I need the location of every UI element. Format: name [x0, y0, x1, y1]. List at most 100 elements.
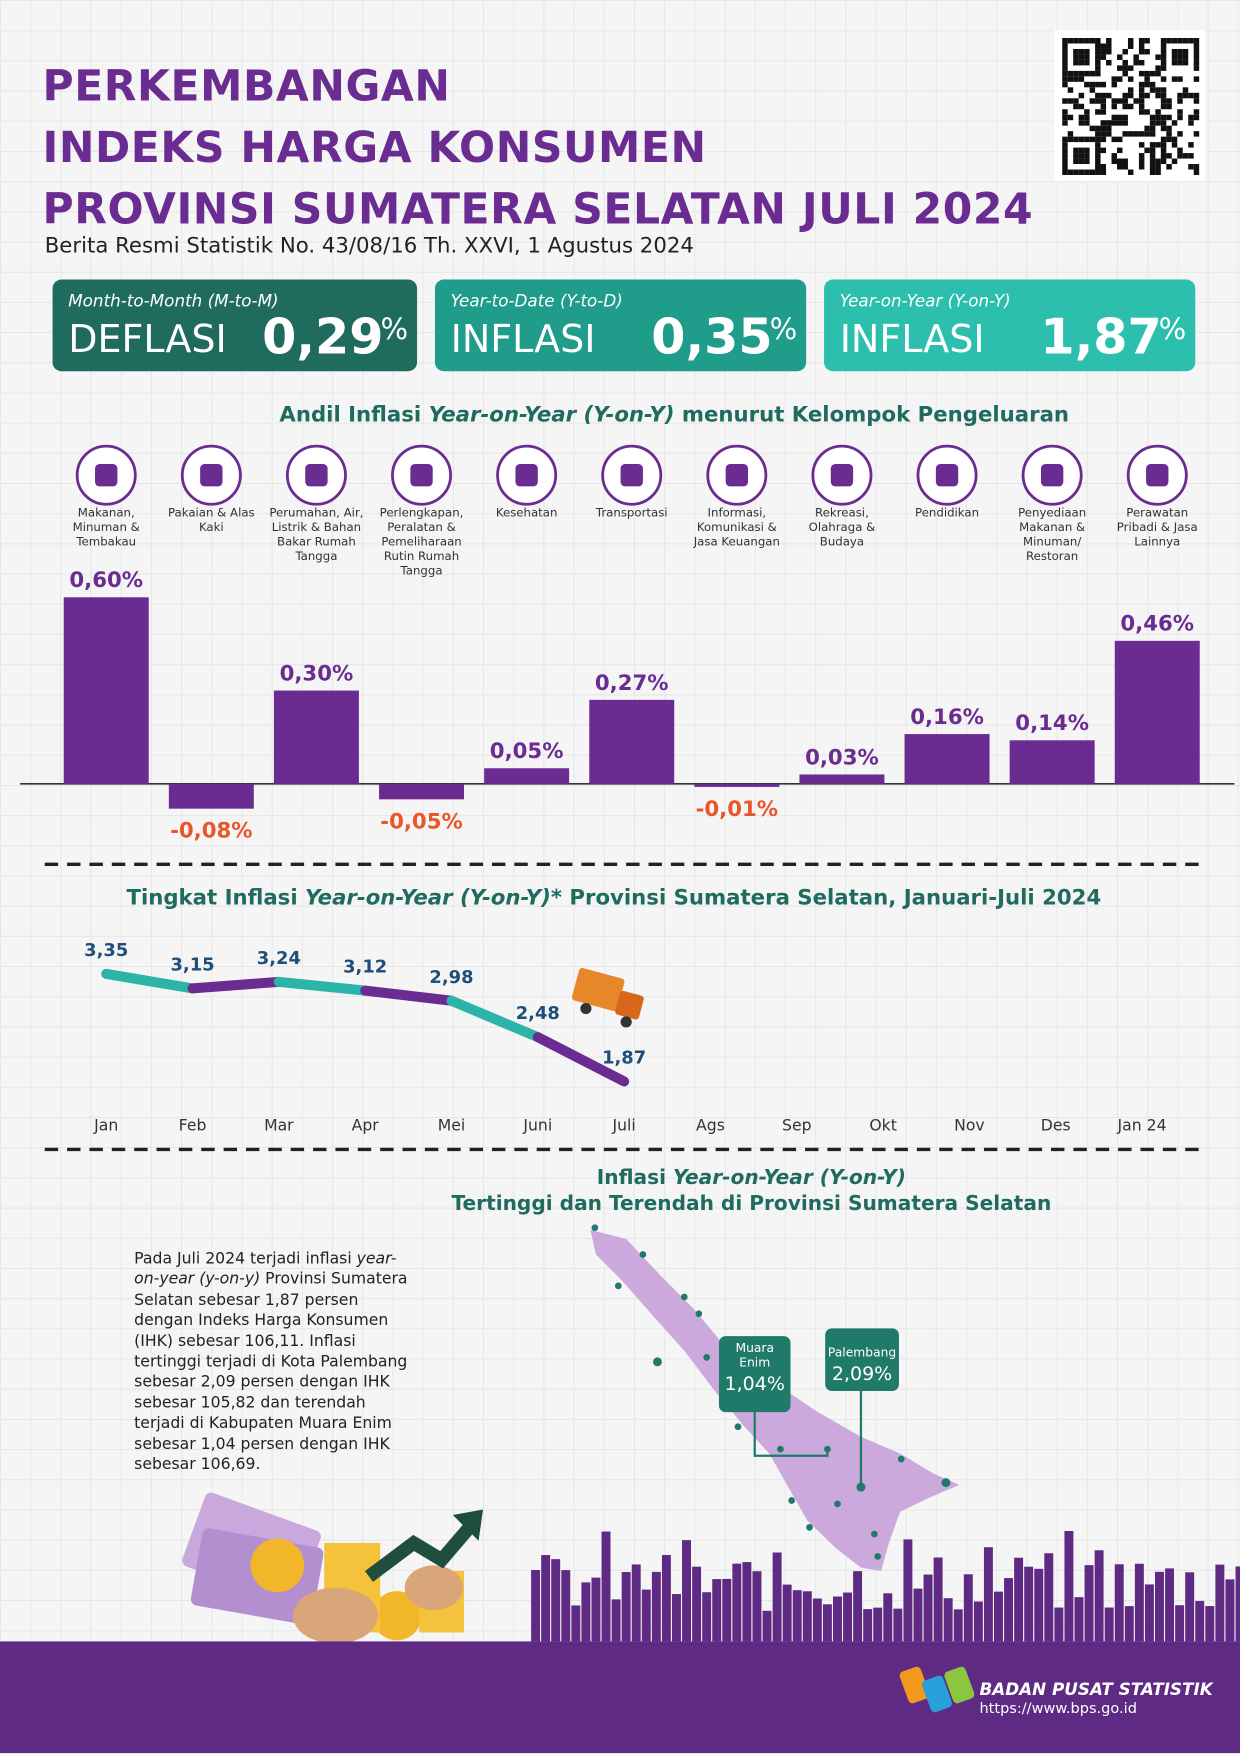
- qr-cell: [1089, 81, 1096, 88]
- qr-cell: [1084, 54, 1090, 60]
- qr-cell: [1166, 164, 1172, 170]
- building: [702, 1592, 712, 1642]
- footer-url: https://www.bps.go.id: [979, 1700, 1137, 1718]
- qr-cell: [1084, 147, 1090, 154]
- qr-cell: [1084, 114, 1090, 121]
- building: [712, 1579, 722, 1642]
- footer-band: [0, 1641, 1240, 1754]
- title-line: INDEKS HARGA KONSUMEN: [42, 122, 707, 173]
- x-tick-label: Ags: [696, 1115, 725, 1134]
- x-tick-label: Feb: [179, 1115, 207, 1134]
- building: [832, 1596, 842, 1642]
- category-label: Penyediaan Makanan & Minuman/ Restoran: [1018, 506, 1087, 564]
- qr-cell: [1138, 103, 1145, 110]
- qr-cell: [1062, 109, 1068, 115]
- qr-cell: [1182, 38, 1189, 44]
- qr-cell: [1078, 54, 1085, 60]
- qr-cell: [1111, 103, 1118, 110]
- building: [953, 1609, 963, 1642]
- qr-cell: [1193, 109, 1200, 115]
- qr-cell: [1182, 92, 1189, 99]
- qr-cell: [1166, 136, 1172, 143]
- line-segment: [187, 976, 284, 994]
- qr-cell: [1095, 70, 1101, 77]
- bar: [904, 734, 990, 784]
- qr-cell: [1106, 38, 1112, 44]
- qr-cell: [1067, 98, 1074, 104]
- qr-cell: [1160, 54, 1167, 60]
- qr-cell: [1138, 59, 1145, 66]
- title-part: Year-on-Year (Y-on-Y): [305, 885, 551, 911]
- truck: [571, 968, 644, 1028]
- category-icon-glyph: [725, 464, 749, 487]
- qr-cell: [1095, 48, 1101, 55]
- building: [581, 1582, 591, 1642]
- qr-cell: [1177, 54, 1183, 60]
- bar: [379, 783, 465, 800]
- qr-cell: [1100, 92, 1107, 99]
- qr-cell: [1095, 169, 1101, 175]
- qr-cell: [1160, 43, 1167, 49]
- category-label: Perlengkapan, Peralatan & Pemeliharaan R…: [379, 506, 464, 579]
- building: [1004, 1578, 1014, 1642]
- qr-cell: [1171, 38, 1178, 44]
- qr-cell: [1149, 120, 1156, 126]
- building: [752, 1571, 762, 1642]
- qr-cell: [1171, 120, 1178, 126]
- qr-cell: [1193, 131, 1200, 137]
- qr-cell: [1089, 87, 1096, 93]
- subtitle: Berita Resmi Statistik No. 43/08/16 Th. …: [44, 233, 694, 259]
- qr-cell: [1062, 59, 1068, 66]
- category-label: Perawatan Pribadi & Jasa Lainnya: [1116, 506, 1198, 549]
- x-tick-label: Mei: [438, 1115, 465, 1134]
- qr-cell: [1095, 153, 1101, 159]
- category-icon-glyph: [305, 464, 328, 487]
- text-part: Pada Juli 2024 terjadi inflasi: [134, 1250, 357, 1268]
- qr-cell: [1155, 142, 1161, 148]
- x-tick-label: Sep: [782, 1115, 812, 1134]
- qr-cell: [1160, 142, 1167, 148]
- qr-cell: [1149, 164, 1156, 170]
- qr-cell: [1149, 147, 1156, 154]
- qr-cell: [1062, 65, 1068, 71]
- qr-cell: [1149, 131, 1156, 137]
- skyline: [531, 1530, 1240, 1642]
- qr-cell: [1084, 120, 1090, 126]
- qr-cell: [1138, 158, 1145, 165]
- building: [943, 1598, 953, 1642]
- qr-cell: [1117, 147, 1123, 154]
- building: [551, 1559, 561, 1642]
- bar: [63, 597, 149, 784]
- qr-cell: [1062, 114, 1068, 121]
- qr-cell: [1073, 98, 1079, 104]
- building: [641, 1589, 651, 1642]
- qr-cell: [1122, 114, 1128, 121]
- building: [913, 1588, 923, 1642]
- qr-cell: [1111, 76, 1118, 82]
- x-tick-label: Nov: [954, 1115, 985, 1134]
- value-label: 0,27%: [595, 671, 669, 696]
- building: [1014, 1557, 1024, 1642]
- qr-cell: [1149, 158, 1156, 165]
- qr-cell: [1084, 38, 1090, 44]
- qr-cell: [1122, 120, 1128, 126]
- qr-cell: [1127, 38, 1134, 44]
- qr-cell: [1160, 136, 1167, 143]
- building: [722, 1578, 732, 1642]
- bps-logo: [899, 1666, 975, 1713]
- building: [923, 1574, 933, 1642]
- building: [963, 1574, 973, 1642]
- qr-cell: [1062, 153, 1068, 159]
- qr-cell: [1177, 48, 1183, 55]
- callout: Palembang 2,09%: [825, 1345, 899, 1385]
- building: [762, 1610, 772, 1642]
- value-label: -0,01%: [696, 797, 778, 822]
- building: [1074, 1597, 1084, 1642]
- line-segment: [273, 976, 371, 996]
- qr-cell: [1067, 70, 1074, 77]
- qr-cell: [1182, 87, 1189, 93]
- qr-cell: [1182, 48, 1189, 55]
- qr-cell: [1193, 38, 1200, 44]
- qr-cell: [1193, 98, 1200, 104]
- qr-cell: [1171, 76, 1178, 82]
